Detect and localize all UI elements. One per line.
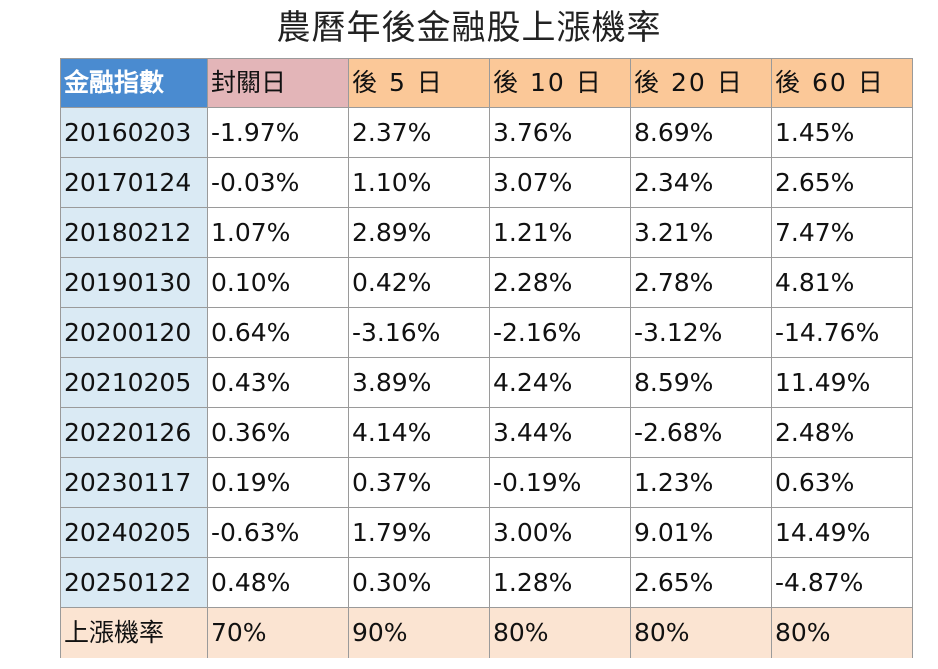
- return-cell: 0.36%: [207, 407, 349, 458]
- return-cell: 4.24%: [489, 357, 631, 408]
- return-cell: 4.81%: [771, 257, 913, 308]
- return-cell: 11.49%: [771, 357, 913, 408]
- header-after-20-days: 後 20 日: [630, 58, 772, 108]
- date-cell: 20210205: [60, 357, 208, 408]
- return-cell: 8.69%: [630, 107, 772, 158]
- return-cell: 2.37%: [348, 107, 490, 158]
- return-cell: 3.00%: [489, 507, 631, 558]
- return-cell: 8.59%: [630, 357, 772, 408]
- return-cell: 0.43%: [207, 357, 349, 408]
- header-closing-day: 封關日: [207, 58, 349, 108]
- table-body: 金融指數 封關日 後 5 日 後 10 日 後 20 日 後 60 日 2016…: [60, 58, 913, 658]
- table-row: 20220126 0.36% 4.14% 3.44% -2.68% 2.48%: [60, 407, 913, 458]
- returns-table: 金融指數 封關日 後 5 日 後 10 日 後 20 日 後 60 日 2016…: [60, 58, 913, 658]
- date-cell: 20220126: [60, 407, 208, 458]
- return-cell: 7.47%: [771, 207, 913, 258]
- return-cell: 2.48%: [771, 407, 913, 458]
- return-cell: -14.76%: [771, 307, 913, 358]
- return-cell: 0.30%: [348, 557, 490, 608]
- return-cell: 4.14%: [348, 407, 490, 458]
- date-cell: 20180212: [60, 207, 208, 258]
- return-cell: 1.28%: [489, 557, 631, 608]
- return-cell: 3.21%: [630, 207, 772, 258]
- table-row: 20230117 0.19% 0.37% -0.19% 1.23% 0.63%: [60, 457, 913, 508]
- table-row: 20250122 0.48% 0.30% 1.28% 2.65% -4.87%: [60, 557, 913, 608]
- return-cell: 2.78%: [630, 257, 772, 308]
- return-cell: -0.19%: [489, 457, 631, 508]
- return-cell: -0.63%: [207, 507, 349, 558]
- return-cell: 2.28%: [489, 257, 631, 308]
- return-cell: 2.65%: [630, 557, 772, 608]
- probability-label: 上漲機率: [60, 607, 208, 658]
- return-cell: 0.19%: [207, 457, 349, 508]
- probability-cell: 70%: [207, 607, 349, 658]
- return-cell: 1.07%: [207, 207, 349, 258]
- return-cell: 0.63%: [771, 457, 913, 508]
- table-row: 20180212 1.07% 2.89% 1.21% 3.21% 7.47%: [60, 207, 913, 258]
- return-cell: 1.45%: [771, 107, 913, 158]
- return-cell: 9.01%: [630, 507, 772, 558]
- table-row: 20170124 -0.03% 1.10% 3.07% 2.34% 2.65%: [60, 157, 913, 208]
- header-financial-index: 金融指數: [60, 58, 208, 108]
- date-cell: 20200120: [60, 307, 208, 358]
- header-after-60-days: 後 60 日: [771, 58, 913, 108]
- return-cell: -2.68%: [630, 407, 772, 458]
- return-cell: 1.79%: [348, 507, 490, 558]
- return-cell: 1.10%: [348, 157, 490, 208]
- header-after-10-days: 後 10 日: [489, 58, 631, 108]
- date-cell: 20190130: [60, 257, 208, 308]
- return-cell: -3.16%: [348, 307, 490, 358]
- return-cell: 3.76%: [489, 107, 631, 158]
- return-cell: 0.64%: [207, 307, 349, 358]
- return-cell: 1.23%: [630, 457, 772, 508]
- probability-cell: 80%: [771, 607, 913, 658]
- return-cell: 0.48%: [207, 557, 349, 608]
- table-row: 20190130 0.10% 0.42% 2.28% 2.78% 4.81%: [60, 257, 913, 308]
- probability-cell: 90%: [348, 607, 490, 658]
- return-cell: -4.87%: [771, 557, 913, 608]
- return-cell: 3.44%: [489, 407, 631, 458]
- return-cell: 0.42%: [348, 257, 490, 308]
- return-cell: 1.21%: [489, 207, 631, 258]
- return-cell: -0.03%: [207, 157, 349, 208]
- table-row: 20210205 0.43% 3.89% 4.24% 8.59% 11.49%: [60, 357, 913, 408]
- date-cell: 20170124: [60, 157, 208, 208]
- return-cell: -3.12%: [630, 307, 772, 358]
- probability-cell: 80%: [630, 607, 772, 658]
- table-row: 20160203 -1.97% 2.37% 3.76% 8.69% 1.45%: [60, 107, 913, 158]
- return-cell: 3.89%: [348, 357, 490, 408]
- date-cell: 20160203: [60, 107, 208, 158]
- table-row: 20240205 -0.63% 1.79% 3.00% 9.01% 14.49%: [60, 507, 913, 558]
- probability-row: 上漲機率 70% 90% 80% 80% 80%: [60, 607, 913, 658]
- return-cell: -2.16%: [489, 307, 631, 358]
- date-cell: 20250122: [60, 557, 208, 608]
- probability-cell: 80%: [489, 607, 631, 658]
- return-cell: 3.07%: [489, 157, 631, 208]
- date-cell: 20230117: [60, 457, 208, 508]
- table-title: 農曆年後金融股上漲機率: [276, 8, 662, 48]
- date-cell: 20240205: [60, 507, 208, 558]
- return-cell: 2.34%: [630, 157, 772, 208]
- header-after-5-days: 後 5 日: [348, 58, 490, 108]
- return-cell: 2.89%: [348, 207, 490, 258]
- header-row: 金融指數 封關日 後 5 日 後 10 日 後 20 日 後 60 日: [60, 58, 913, 108]
- return-cell: 0.37%: [348, 457, 490, 508]
- return-cell: 14.49%: [771, 507, 913, 558]
- table-row: 20200120 0.64% -3.16% -2.16% -3.12% -14.76%: [60, 307, 913, 358]
- return-cell: 2.65%: [771, 157, 913, 208]
- return-cell: 0.10%: [207, 257, 349, 308]
- return-cell: -1.97%: [207, 107, 349, 158]
